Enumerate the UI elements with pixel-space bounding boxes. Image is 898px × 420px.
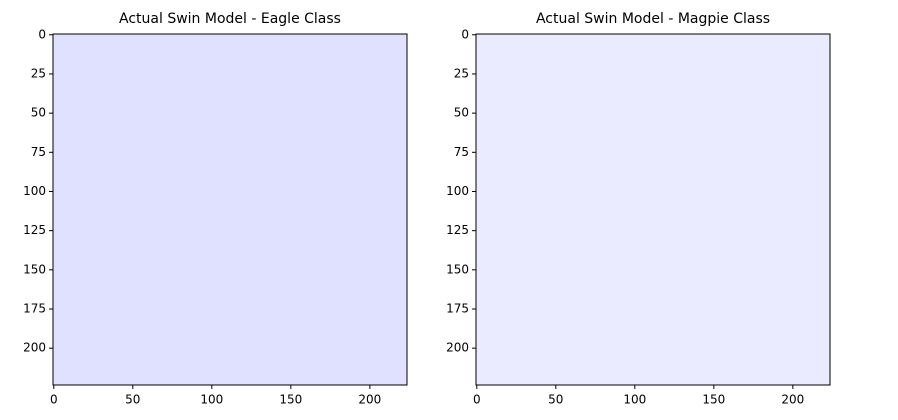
x-tick-label: 50: [548, 393, 563, 407]
y-tick-label: 50: [31, 106, 46, 120]
chart-title: Actual Swin Model - Magpie Class: [536, 11, 770, 27]
y-tick-label: 75: [454, 145, 469, 159]
y-tick-label: 125: [446, 223, 469, 237]
y-tick-label: 175: [23, 302, 46, 316]
axes-frame: [52, 33, 408, 386]
axes-frame: [475, 33, 831, 386]
x-tick-label: 100: [200, 393, 223, 407]
y-tick-label: 125: [23, 223, 46, 237]
y-tick-label: 100: [23, 184, 46, 198]
y-tick-label: 0: [38, 27, 46, 41]
image: [53, 34, 407, 385]
x-tick-label: 100: [623, 393, 646, 407]
image: [476, 34, 830, 385]
y-tick-label: 200: [23, 341, 46, 355]
y-tick-label: 25: [454, 66, 469, 80]
y-tick-label: 150: [446, 262, 469, 276]
x-tick-label: 0: [50, 393, 58, 407]
y-tick-label: 175: [446, 302, 469, 316]
y-tick-label: 50: [454, 106, 469, 120]
x-tick-label: 150: [279, 393, 302, 407]
y-tick-label: 150: [23, 262, 46, 276]
y-tick-label: 25: [31, 66, 46, 80]
y-tick-label: 75: [31, 145, 46, 159]
x-tick-label: 0: [473, 393, 481, 407]
x-tick-label: 150: [702, 393, 725, 407]
y-tick-label: 200: [446, 341, 469, 355]
x-tick-label: 200: [358, 393, 381, 407]
x-tick-label: 50: [125, 393, 140, 407]
y-tick-label: 0: [461, 27, 469, 41]
x-tick-label: 200: [781, 393, 804, 407]
chart-title: Actual Swin Model - Eagle Class: [119, 11, 341, 27]
y-tick-label: 100: [446, 184, 469, 198]
